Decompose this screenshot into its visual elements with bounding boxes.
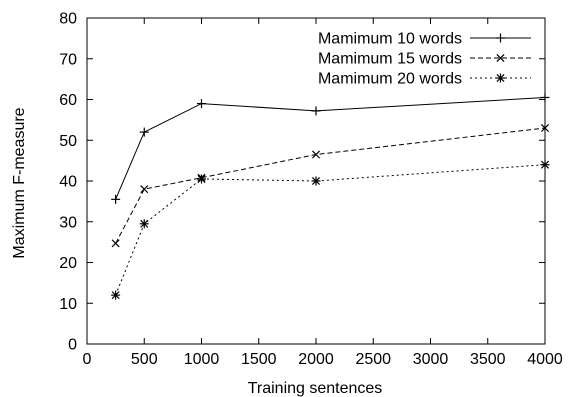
data-point [311, 150, 321, 159]
x-tick-label: 1500 [241, 351, 277, 368]
series-line [115, 127, 546, 244]
y-tick-label: 10 [59, 296, 77, 313]
series-layer [111, 92, 550, 300]
legend-marker [496, 73, 505, 83]
y-tick-label: 20 [59, 255, 77, 272]
data-point [311, 176, 321, 186]
x-axis-label: Training sentences [248, 380, 383, 397]
x-tick-label: 0 [83, 351, 92, 368]
y-tick-label: 60 [59, 92, 77, 109]
legend-marker [496, 53, 505, 63]
legend-marker [496, 33, 505, 43]
x-tick-label: 1000 [184, 351, 220, 368]
data-point [111, 239, 120, 248]
y-tick-label: 80 [59, 11, 77, 28]
y-tick-label: 0 [68, 337, 77, 354]
data-point [197, 174, 206, 184]
data-point [197, 99, 206, 109]
y-tick-label: 40 [59, 174, 77, 191]
data-point [540, 160, 550, 170]
y-tick-label: 50 [59, 133, 77, 150]
data-point [311, 106, 321, 116]
y-tick-label: 70 [59, 51, 77, 68]
legend-item: Mamimum 10 words [318, 31, 531, 48]
legend-item: Mamimum 20 words [318, 71, 531, 88]
legend-item: Mamimum 15 words [318, 51, 531, 68]
x-tick-label: 2500 [355, 351, 391, 368]
series-3 [111, 160, 550, 300]
series-line [115, 96, 546, 200]
x-axis-ticks: 0 500 1000 1500 2000 2500 3000 3500 4000 [83, 18, 563, 368]
x-tick-label: 3500 [470, 351, 506, 368]
data-point [139, 219, 149, 229]
y-axis-label: Maximum F-measure [11, 107, 28, 258]
data-point [540, 124, 550, 133]
x-tick-label: 3000 [413, 351, 449, 368]
data-point [111, 194, 121, 204]
data-point [111, 290, 121, 300]
series-1 [111, 92, 550, 204]
legend: Mamimum 10 words Mamimum 15 words Mamimum … [318, 31, 531, 88]
y-axis-ticks: 0 10 20 30 40 50 60 70 80 [59, 11, 545, 354]
x-tick-label: 2000 [298, 351, 334, 368]
data-point [140, 185, 149, 194]
legend-label: Mamimum 10 words [318, 31, 462, 48]
x-tick-label: 4000 [527, 351, 563, 368]
series-2 [111, 124, 550, 248]
data-point [139, 127, 149, 137]
y-tick-label: 30 [59, 214, 77, 231]
legend-label: Mamimum 20 words [318, 71, 462, 88]
legend-label: Mamimum 15 words [318, 51, 462, 68]
series-line [115, 164, 546, 296]
data-point [540, 92, 550, 102]
x-tick-label: 500 [131, 351, 158, 368]
